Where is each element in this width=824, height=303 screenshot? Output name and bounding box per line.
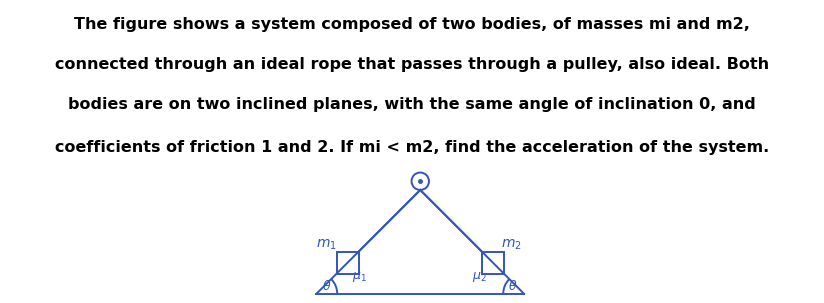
Text: bodies are on two inclined planes, with the same angle of inclination 0, and: bodies are on two inclined planes, with … (68, 97, 756, 112)
Text: $m_2$: $m_2$ (501, 238, 522, 252)
Text: $\mu_2$: $\mu_2$ (472, 270, 487, 285)
Text: $m_1$: $m_1$ (316, 238, 337, 252)
Text: The figure shows a system composed of two bodies, of masses mi and m2,: The figure shows a system composed of tw… (74, 17, 750, 32)
Text: $\theta$: $\theta$ (321, 279, 331, 293)
Text: $\mu_1$: $\mu_1$ (352, 270, 367, 285)
Text: $\theta$: $\theta$ (508, 279, 517, 293)
Text: connected through an ideal rope that passes through a pulley, also ideal. Both: connected through an ideal rope that pas… (55, 57, 769, 72)
Text: coefficients of friction 1 and 2. If mi < m2, find the acceleration of the syste: coefficients of friction 1 and 2. If mi … (55, 140, 769, 155)
